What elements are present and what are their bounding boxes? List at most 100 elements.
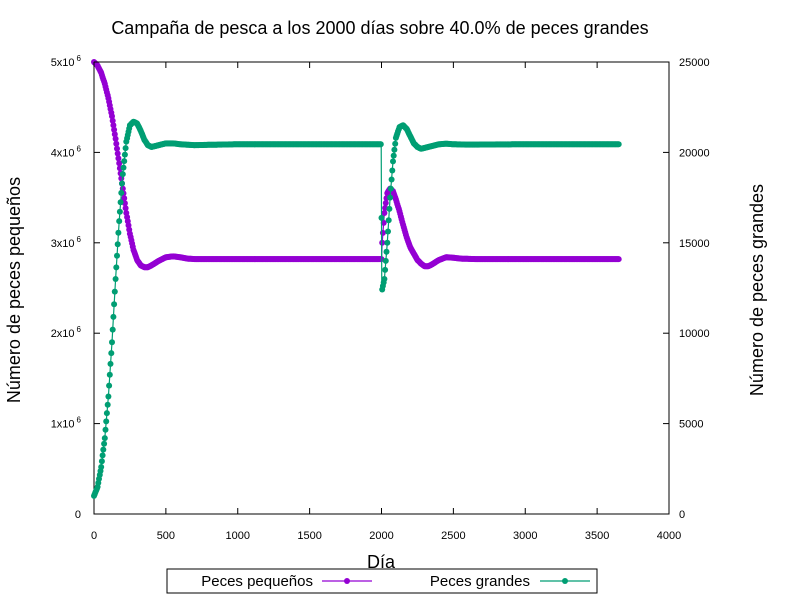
legend-marker-large-fish (562, 578, 568, 584)
x-tick-label: 4000 (657, 530, 681, 542)
data-point (381, 210, 388, 216)
data-point (110, 122, 117, 129)
legend-label-small-fish: Peces pequeños (201, 573, 313, 590)
y-right-tick-label: 5000 (679, 419, 703, 431)
y-left-tick-label: 0 (75, 509, 81, 521)
data-point (101, 435, 108, 442)
y-left-tick-label: 2x10 6 (51, 325, 82, 340)
y-left-axis-ticks: 0 1x10 6 2x10 6 3x10 6 4x10 6 5x10 6 (51, 54, 100, 521)
data-point (116, 218, 123, 225)
data-point (382, 266, 389, 273)
data-point (382, 200, 389, 206)
y-right-tick-label: 20000 (679, 147, 710, 159)
data-point (110, 313, 117, 320)
data-point (379, 229, 386, 236)
data-point (380, 219, 387, 226)
data-point (390, 158, 396, 165)
legend-label-large-fish: Peces grandes (430, 573, 530, 590)
legend-marker-small-fish (344, 578, 350, 584)
y-left-tick-label: 1x10 6 (51, 416, 82, 431)
data-point (114, 241, 121, 248)
series-small-fish (91, 59, 622, 271)
data-point (119, 180, 125, 187)
y-right-axis-ticks: 0 5000 10000 15000 20000 25000 (663, 57, 710, 521)
data-point (98, 458, 105, 465)
data-point (385, 217, 392, 224)
data-point (113, 140, 120, 147)
data-point (112, 135, 119, 142)
plot-area (91, 59, 670, 515)
x-tick-label: 1500 (297, 530, 321, 542)
data-point (377, 141, 384, 148)
data-point (378, 214, 385, 221)
data-point (111, 131, 118, 138)
y-right-tick-label: 25000 (679, 57, 710, 69)
y-left-tick-label: 3x10 6 (51, 235, 82, 250)
data-point (114, 252, 120, 259)
data-point (391, 146, 398, 153)
data-point (111, 126, 118, 133)
data-point (381, 276, 388, 282)
x-tick-label: 2500 (441, 530, 465, 542)
data-point (112, 276, 119, 282)
x-tick-label: 2000 (369, 530, 393, 542)
chart-title: Campaña de pesca a los 2000 días sobre 4… (111, 18, 648, 38)
data-point (103, 418, 110, 425)
data-point (111, 288, 118, 295)
data-point (121, 158, 128, 165)
data-point (386, 205, 393, 212)
data-point (122, 145, 129, 152)
x-tick-label: 3500 (585, 530, 609, 542)
data-point (106, 382, 113, 389)
data-point (108, 350, 115, 357)
data-point (385, 228, 391, 235)
legend-box (166, 568, 598, 594)
data-point (109, 339, 115, 346)
data-point (121, 195, 128, 202)
x-tick-label: 500 (157, 530, 175, 542)
data-point (105, 393, 112, 400)
data-point (120, 164, 127, 171)
data-point (109, 113, 115, 120)
data-point (116, 208, 123, 215)
y-right-tick-label: 15000 (679, 238, 710, 250)
x-tick-label: 0 (91, 530, 97, 542)
data-point (100, 446, 107, 453)
data-point (119, 171, 126, 178)
data-point (117, 199, 124, 206)
data-point (103, 410, 110, 417)
x-axis-ticks: 0 500 1000 1500 2000 2500 3000 3500 4000 (91, 62, 681, 542)
y-right-tick-label: 0 (679, 509, 685, 521)
data-point (121, 151, 128, 158)
data-point (98, 464, 105, 470)
data-point (382, 257, 389, 264)
data-point (107, 360, 114, 367)
y-right-axis-title: Número de peces grandes (747, 184, 767, 396)
data-point (384, 239, 391, 246)
y-right-tick-label: 10000 (679, 328, 710, 340)
data-point (388, 176, 395, 183)
series-large-fish (91, 118, 622, 499)
data-point (114, 145, 120, 152)
data-point (387, 185, 394, 192)
data-point (115, 155, 122, 162)
data-point (615, 256, 622, 263)
x-axis-title: Día (367, 552, 396, 572)
data-point (122, 205, 129, 212)
data-point (113, 264, 120, 271)
y-left-tick-label: 4x10 6 (51, 144, 82, 159)
data-point (383, 248, 390, 255)
y-left-axis-title: Número de peces pequeños (4, 177, 24, 403)
x-tick-label: 1000 (226, 530, 250, 542)
data-point (115, 229, 122, 236)
legend: Peces pequeños Peces grandes (166, 568, 598, 594)
series-layer (91, 59, 622, 499)
x-tick-label: 3000 (513, 530, 537, 542)
data-point (389, 167, 396, 174)
data-point (114, 150, 121, 157)
data-point (387, 194, 394, 201)
data-point (106, 371, 113, 378)
data-point (101, 440, 108, 447)
